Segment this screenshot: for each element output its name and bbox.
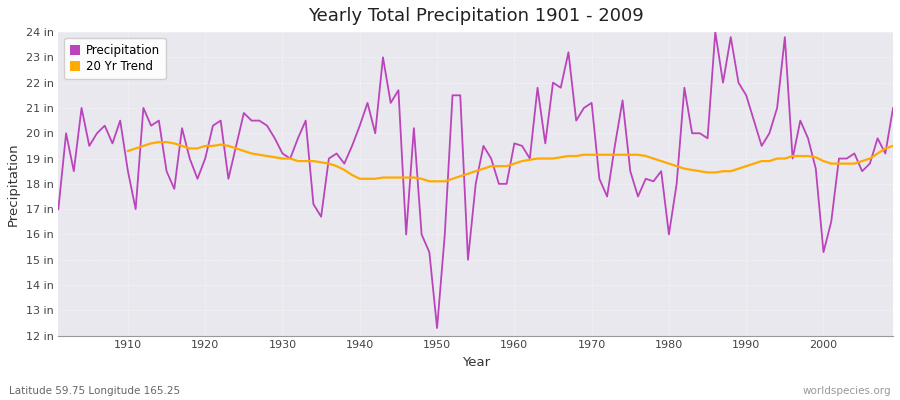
Title: Yearly Total Precipitation 1901 - 2009: Yearly Total Precipitation 1901 - 2009 [308, 7, 644, 25]
Text: worldspecies.org: worldspecies.org [803, 386, 891, 396]
X-axis label: Year: Year [462, 356, 490, 369]
Legend: Precipitation, 20 Yr Trend: Precipitation, 20 Yr Trend [64, 38, 166, 79]
Text: Latitude 59.75 Longitude 165.25: Latitude 59.75 Longitude 165.25 [9, 386, 180, 396]
Y-axis label: Precipitation: Precipitation [7, 142, 20, 226]
